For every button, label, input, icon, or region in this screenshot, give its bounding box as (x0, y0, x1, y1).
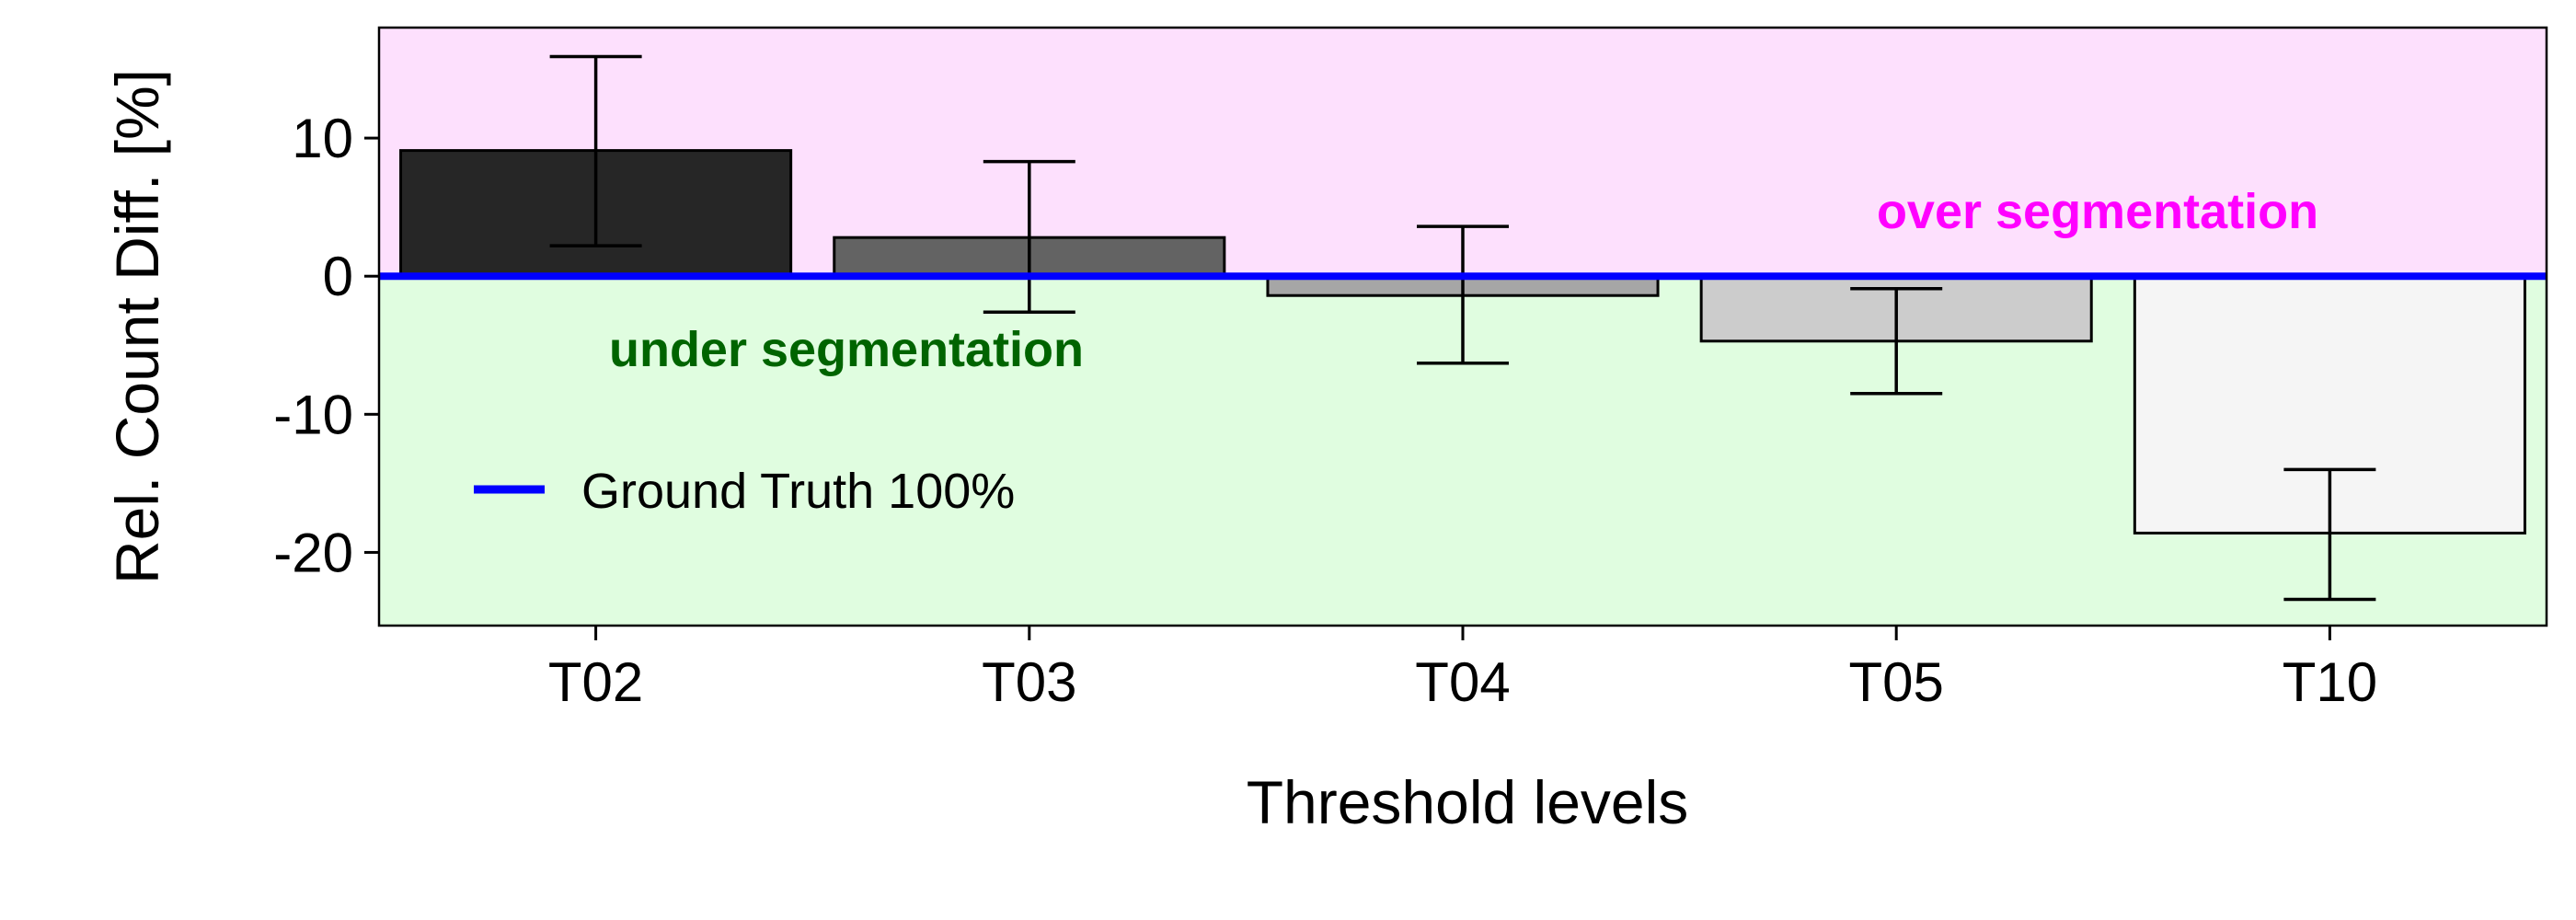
y-tick-label: -20 (273, 522, 353, 583)
error-bar-t02 (549, 54, 642, 247)
error-bar-t05 (1850, 286, 1943, 396)
error-bar-t03 (983, 159, 1075, 314)
error-bar-t04 (1417, 224, 1509, 365)
y-tick-label: 0 (323, 246, 353, 307)
x-tick-label: T05 (1849, 651, 1944, 713)
x-axis-ticks: T02 T03 T04 T05 T10 (548, 626, 2377, 713)
x-tick-label: T04 (1415, 651, 1510, 713)
x-axis-title: Threshold levels (1247, 768, 1689, 836)
y-axis-title: Rel. Count Diff. [%] (103, 69, 171, 584)
bars (399, 149, 2526, 535)
error-bar-t10 (2283, 467, 2376, 602)
y-axis-ticks: 10 0 -10 -20 (273, 108, 379, 583)
under-segmentation-label: under segmentation (609, 322, 1084, 377)
over-segmentation-label: over segmentation (1877, 184, 2318, 239)
x-tick-label: T02 (548, 651, 643, 713)
x-tick-label: T03 (982, 651, 1076, 713)
x-tick-label: T10 (2283, 651, 2377, 713)
y-tick-label: -10 (273, 384, 353, 445)
legend: Ground Truth 100% (474, 464, 1015, 519)
y-tick-label: 10 (292, 108, 353, 169)
error-bars (549, 54, 2376, 602)
legend-label: Ground Truth 100% (581, 464, 1015, 519)
